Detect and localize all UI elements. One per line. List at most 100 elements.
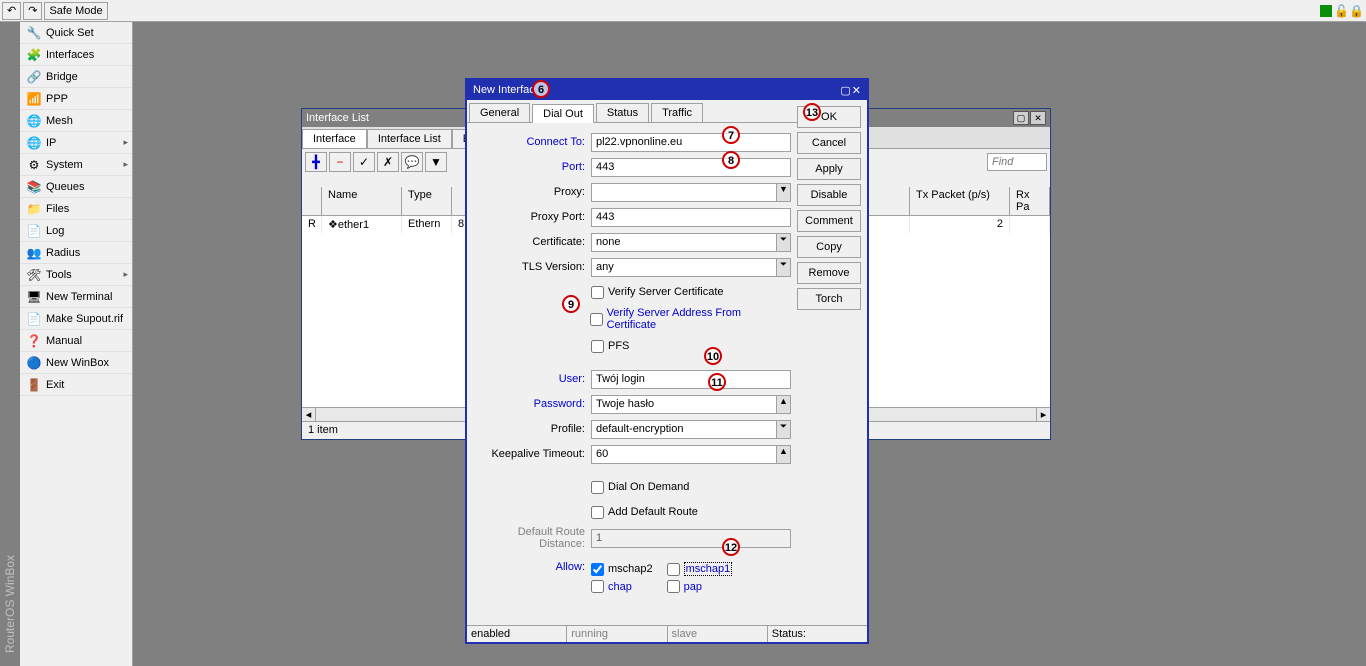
proxy-input[interactable]	[591, 183, 777, 202]
mschap2-check[interactable]: mschap2	[591, 561, 653, 577]
sidebar-item-label: PPP	[46, 93, 68, 105]
dial-on-demand-check[interactable]: Dial On Demand	[591, 480, 689, 495]
ok-button[interactable]: OK	[797, 106, 861, 128]
disable-button[interactable]: Disable	[797, 184, 861, 206]
pfs-check[interactable]: PFS	[591, 339, 629, 354]
sidebar-icon: 🌐	[26, 113, 42, 129]
sidebar-item-new-terminal[interactable]: 🖥New Terminal	[20, 286, 132, 308]
sidebar-item-queues[interactable]: 📚Queues	[20, 176, 132, 198]
col-type[interactable]: Type	[402, 187, 452, 215]
safe-mode-button[interactable]: Safe Mode	[44, 2, 107, 20]
tls-input[interactable]	[591, 258, 777, 277]
copy-button[interactable]: Copy	[797, 236, 861, 258]
sidebar-item-label: Interfaces	[46, 49, 94, 61]
tls-dropdown-icon[interactable]: ⏷	[777, 258, 791, 277]
undo-button[interactable]: ↶	[2, 2, 21, 20]
tab-interface[interactable]: Interface	[302, 129, 367, 148]
cancel-button[interactable]: Cancel	[797, 132, 861, 154]
new-interface-dialog: New Interfac ▢ ✕ General Dial Out Status…	[465, 78, 869, 644]
password-label: Password:	[473, 398, 591, 410]
enable-button[interactable]: ✓	[353, 152, 375, 172]
dialog-min-button[interactable]: ▢	[840, 84, 850, 97]
add-default-route-check[interactable]: Add Default Route	[591, 505, 698, 520]
sidebar-item-bridge[interactable]: 🔗Bridge	[20, 66, 132, 88]
sidebar-item-new-winbox[interactable]: 🔵 New WinBox	[20, 352, 132, 374]
proxy-port-input[interactable]	[591, 208, 791, 227]
sidebar-item-system[interactable]: ⚙System▸	[20, 154, 132, 176]
password-input[interactable]	[591, 395, 777, 414]
keepalive-input[interactable]	[591, 445, 777, 464]
pap-check[interactable]: pap	[667, 579, 733, 594]
sidebar-icon: ⚙	[26, 157, 42, 173]
sidebar-item-files[interactable]: 📁Files	[20, 198, 132, 220]
sidebar-item-log[interactable]: 📄Log	[20, 220, 132, 242]
col-name[interactable]: Name	[322, 187, 402, 215]
verify-addr-check[interactable]: Verify Server Address From Certificate	[590, 306, 791, 332]
sidebar-item-tools[interactable]: 🛠Tools▸	[20, 264, 132, 286]
sidebar-item-ppp[interactable]: 📶 PPP	[20, 88, 132, 110]
chap-check[interactable]: chap	[591, 579, 653, 594]
certificate-dropdown-icon[interactable]: ⏷	[777, 233, 791, 252]
app-title-vertical: RouterOS WinBox	[0, 22, 20, 666]
comment-button[interactable]: 💬	[401, 152, 423, 172]
torch-button[interactable]: Torch	[797, 288, 861, 310]
certificate-label: Certificate:	[473, 236, 591, 248]
col-flag[interactable]	[302, 187, 322, 215]
dialog-titlebar[interactable]: New Interfac ▢ ✕	[467, 80, 867, 100]
filter-button[interactable]: ▼	[425, 152, 447, 172]
sidebar-icon: 🔵	[26, 355, 42, 371]
mschap1-check[interactable]: mschap1	[667, 561, 733, 577]
tab-traffic[interactable]: Traffic	[651, 103, 703, 122]
user-input[interactable]	[591, 370, 791, 389]
window-close-button[interactable]: ✕	[1030, 111, 1046, 125]
tab-general[interactable]: General	[469, 103, 530, 122]
port-input[interactable]	[591, 158, 791, 177]
apply-button[interactable]: Apply	[797, 158, 861, 180]
sidebar-item-ip[interactable]: 🌐IP▸	[20, 132, 132, 154]
sidebar-icon: 🧩	[26, 47, 42, 63]
sidebar-item-make-supout.rif[interactable]: 📄Make Supout.rif	[20, 308, 132, 330]
password-toggle-icon[interactable]: ▲	[777, 395, 791, 414]
sidebar-item-manual[interactable]: ❓Manual	[20, 330, 132, 352]
dialog-close-button[interactable]: ✕	[852, 84, 861, 97]
dialog-tabs: General Dial Out Status Traffic	[467, 100, 797, 122]
find-input[interactable]	[987, 153, 1047, 171]
verify-cert-check[interactable]: Verify Server Certificate	[591, 285, 724, 300]
redo-button[interactable]: ↷	[23, 2, 42, 20]
sidebar-item-label: New WinBox	[46, 357, 109, 369]
add-button[interactable]: ╋	[305, 152, 327, 172]
chevron-right-icon: ▸	[123, 159, 128, 170]
sidebar-icon: 📶	[26, 91, 42, 107]
main-area: Interface List ▢ ✕ Interface Interface L…	[133, 22, 1366, 666]
connect-to-input[interactable]	[591, 133, 791, 152]
tab-status[interactable]: Status	[596, 103, 649, 122]
sidebar-icon: 🚪	[26, 377, 42, 393]
tab-dialout[interactable]: Dial Out	[532, 104, 594, 123]
sidebar-item-exit[interactable]: 🚪Exit	[20, 374, 132, 396]
remove-button[interactable]: −	[329, 152, 351, 172]
sidebar-item-quick-set[interactable]: 🔧Quick Set	[20, 22, 132, 44]
sidebar-item-interfaces[interactable]: 🧩 Interfaces	[20, 44, 132, 66]
keepalive-up-icon[interactable]: ▲	[777, 445, 791, 464]
sidebar: 🔧Quick Set 🧩 Interfaces 🔗Bridge 📶 PPP 🌐 Mesh 🌐IP…	[20, 22, 133, 666]
cell-tx: 2	[910, 216, 1010, 233]
dialog-title: New Interfac	[473, 84, 535, 96]
proxy-dropdown-icon[interactable]: ▼	[777, 183, 791, 202]
sidebar-icon: 📁	[26, 201, 42, 217]
col-txpacket[interactable]: Tx Packet (p/s)	[910, 187, 1010, 215]
profile-input[interactable]	[591, 420, 777, 439]
sidebar-item-radius[interactable]: 👥Radius	[20, 242, 132, 264]
tab-interface-list[interactable]: Interface List	[367, 129, 452, 148]
cell-type: Ethern	[402, 216, 452, 233]
sidebar-icon: 📚	[26, 179, 42, 195]
sidebar-item-label: Mesh	[46, 115, 73, 127]
disable-button[interactable]: ✗	[377, 152, 399, 172]
window-min-button[interactable]: ▢	[1013, 111, 1029, 125]
sidebar-item-mesh[interactable]: 🌐 Mesh	[20, 110, 132, 132]
comment-button[interactable]: Comment	[797, 210, 861, 232]
profile-dropdown-icon[interactable]: ⏷	[777, 420, 791, 439]
sidebar-icon: 🛠	[26, 267, 42, 283]
col-rxpa[interactable]: Rx Pa	[1010, 187, 1050, 215]
certificate-input[interactable]	[591, 233, 777, 252]
remove-button[interactable]: Remove	[797, 262, 861, 284]
